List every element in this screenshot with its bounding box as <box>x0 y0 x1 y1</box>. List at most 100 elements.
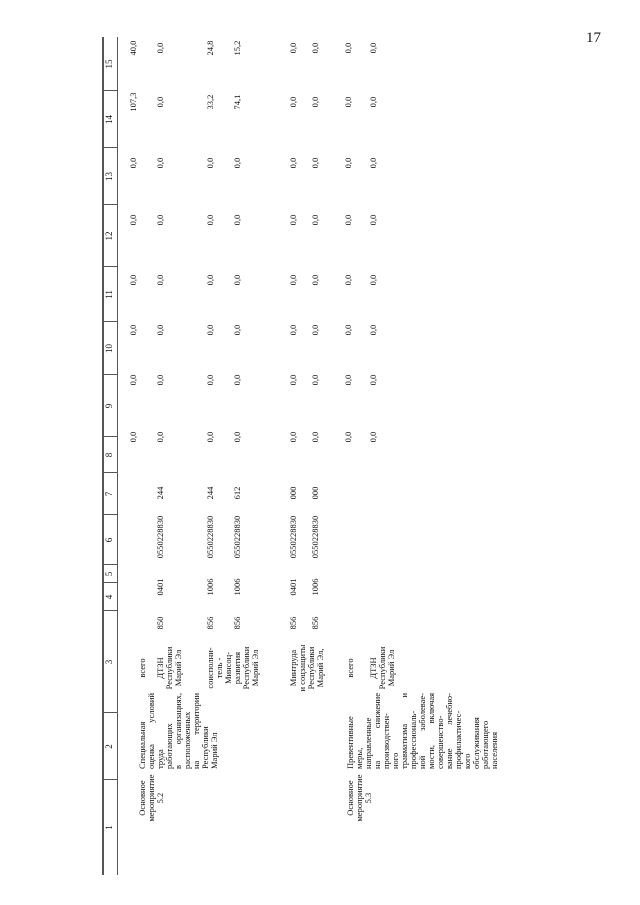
executor-name-line: Марий Эл, <box>315 648 325 688</box>
code-rz-pr: 1006 <box>310 578 320 596</box>
value-col-12: 0,0 <box>368 214 378 226</box>
executor-name-line: Марий Эл <box>250 649 260 687</box>
code-grbs: 850 <box>155 616 165 630</box>
code-rz-pr: 1006 <box>232 578 242 596</box>
value-col-8: 0,0 <box>205 431 215 443</box>
value-col-14: 0,0 <box>343 96 353 108</box>
measure-name: Основное мероприятие 5.2 <box>137 769 165 827</box>
code-vr: 000 <box>288 486 298 500</box>
code-csr: 0550228830 <box>205 515 215 559</box>
value-col-11: 0,0 <box>368 274 378 286</box>
value-col-9: 0,0 <box>310 374 320 386</box>
value-col-11: 0,0 <box>232 274 242 286</box>
executor-name: ДТЗН Республики Марий Эл <box>155 633 183 703</box>
code-csr: 0550228830 <box>232 515 242 559</box>
value-col-8: 0,0 <box>343 431 353 443</box>
code-grbs: 856 <box>288 616 298 630</box>
code-rz-pr: 0401 <box>155 578 165 596</box>
value-col-15: 0,0 <box>155 42 165 54</box>
code-csr: 0550228830 <box>288 515 298 559</box>
value-col-13: 0,0 <box>343 157 353 169</box>
page-number: 17 <box>586 30 601 46</box>
header-divider <box>102 779 117 780</box>
value-col-11: 0,0 <box>288 274 298 286</box>
value-col-10: 0,0 <box>288 324 298 336</box>
code-vr: 000 <box>310 486 320 500</box>
value-col-15: 15,2 <box>232 40 242 56</box>
value-col-14: 74,1 <box>232 94 242 110</box>
header-cell-9: 9 <box>104 403 114 409</box>
executor-name-line: Марий Эл <box>173 649 183 687</box>
value-col-14: 0,0 <box>155 96 165 108</box>
header-divider <box>102 610 117 611</box>
value-col-14: 0,0 <box>288 96 298 108</box>
value-col-15: 0,0 <box>310 42 320 54</box>
value-col-15: 40,0 <box>128 40 138 56</box>
header-cell-11: 11 <box>104 290 114 299</box>
value-col-12: 0,0 <box>310 214 320 226</box>
header-divider <box>102 374 117 375</box>
header-divider <box>102 147 117 148</box>
header-cell-8: 8 <box>104 452 114 458</box>
value-col-15: 0,0 <box>343 42 353 54</box>
value-col-9: 0,0 <box>343 374 353 386</box>
value-col-12: 0,0 <box>155 214 165 226</box>
code-grbs: 856 <box>205 616 215 630</box>
value-col-13: 0,0 <box>128 157 138 169</box>
value-col-8: 0,0 <box>368 431 378 443</box>
header-divider <box>102 266 117 267</box>
value-col-15: 24,8 <box>205 40 215 56</box>
header-cell-12: 12 <box>104 231 114 241</box>
value-col-8: 0,0 <box>155 431 165 443</box>
header-cell-1: 1 <box>104 825 114 830</box>
code-vr: 244 <box>155 486 165 500</box>
header-divider <box>102 564 117 565</box>
measure-description-line: населения <box>489 732 499 769</box>
value-col-10: 0,0 <box>155 324 165 336</box>
value-col-13: 0,0 <box>232 157 242 169</box>
code-rz-pr: 1006 <box>205 578 215 596</box>
header-cell-5: 5 <box>104 571 114 577</box>
header-cell-7: 7 <box>104 491 114 497</box>
value-col-10: 0,0 <box>128 324 138 336</box>
measure-description-line: Марий Эл <box>209 732 219 769</box>
measure-description: Специальная оценка условий труда работающих… <box>137 693 219 769</box>
measure-description: Превентивные меры, направленные на снижение… <box>345 693 499 769</box>
value-col-9: 0,0 <box>155 374 165 386</box>
header-cell-15: 15 <box>104 59 114 69</box>
code-grbs: 856 <box>232 616 242 630</box>
measure-name-line: 5.3 <box>363 792 373 804</box>
header-divider <box>102 712 117 713</box>
code-rz-pr: 0401 <box>288 578 298 596</box>
value-col-15: 0,0 <box>288 42 298 54</box>
header-divider <box>102 582 117 583</box>
value-col-15: 0,0 <box>368 42 378 54</box>
value-col-10: 0,0 <box>368 324 378 336</box>
header-cell-3: 3 <box>104 659 114 665</box>
value-col-8: 0,0 <box>232 431 242 443</box>
value-col-9: 0,0 <box>288 374 298 386</box>
value-col-13: 0,0 <box>310 157 320 169</box>
code-csr: 0550228830 <box>155 515 165 559</box>
header-divider <box>102 204 117 205</box>
value-col-14: 0,0 <box>368 96 378 108</box>
header-divider <box>102 472 117 473</box>
value-col-10: 0,0 <box>310 324 320 336</box>
executor-name: ДТЗН Республики Марий Эл <box>368 633 396 703</box>
value-col-13: 0,0 <box>155 157 165 169</box>
value-col-13: 0,0 <box>368 157 378 169</box>
code-vr: 612 <box>232 486 242 500</box>
value-col-12: 0,0 <box>128 214 138 226</box>
value-col-12: 0,0 <box>288 214 298 226</box>
value-col-11: 0,0 <box>310 274 320 286</box>
header-bottom-border <box>117 37 118 875</box>
header-divider <box>102 90 117 91</box>
value-col-11: 0,0 <box>205 274 215 286</box>
value-col-11: 0,0 <box>128 274 138 286</box>
header-cell-2: 2 <box>104 744 114 749</box>
value-col-9: 0,0 <box>128 374 138 386</box>
measure-name: Основное мероприятие 5.3 <box>345 769 373 827</box>
header-divider <box>102 436 117 437</box>
value-col-9: 0,0 <box>205 374 215 386</box>
